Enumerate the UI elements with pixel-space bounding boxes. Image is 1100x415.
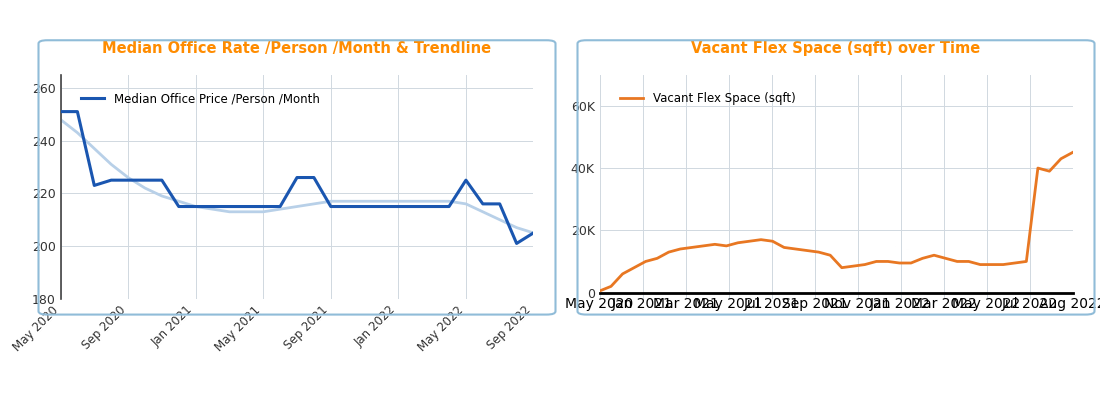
Legend: Median Office Price /Person /Month: Median Office Price /Person /Month [76, 87, 324, 110]
Legend: Vacant Flex Space (sqft): Vacant Flex Space (sqft) [615, 87, 800, 110]
Text: Vacant Flex Space (sqft) over Time: Vacant Flex Space (sqft) over Time [692, 41, 980, 56]
Text: Median Office Rate /Person /Month & Trendline: Median Office Rate /Person /Month & Tren… [102, 41, 492, 56]
